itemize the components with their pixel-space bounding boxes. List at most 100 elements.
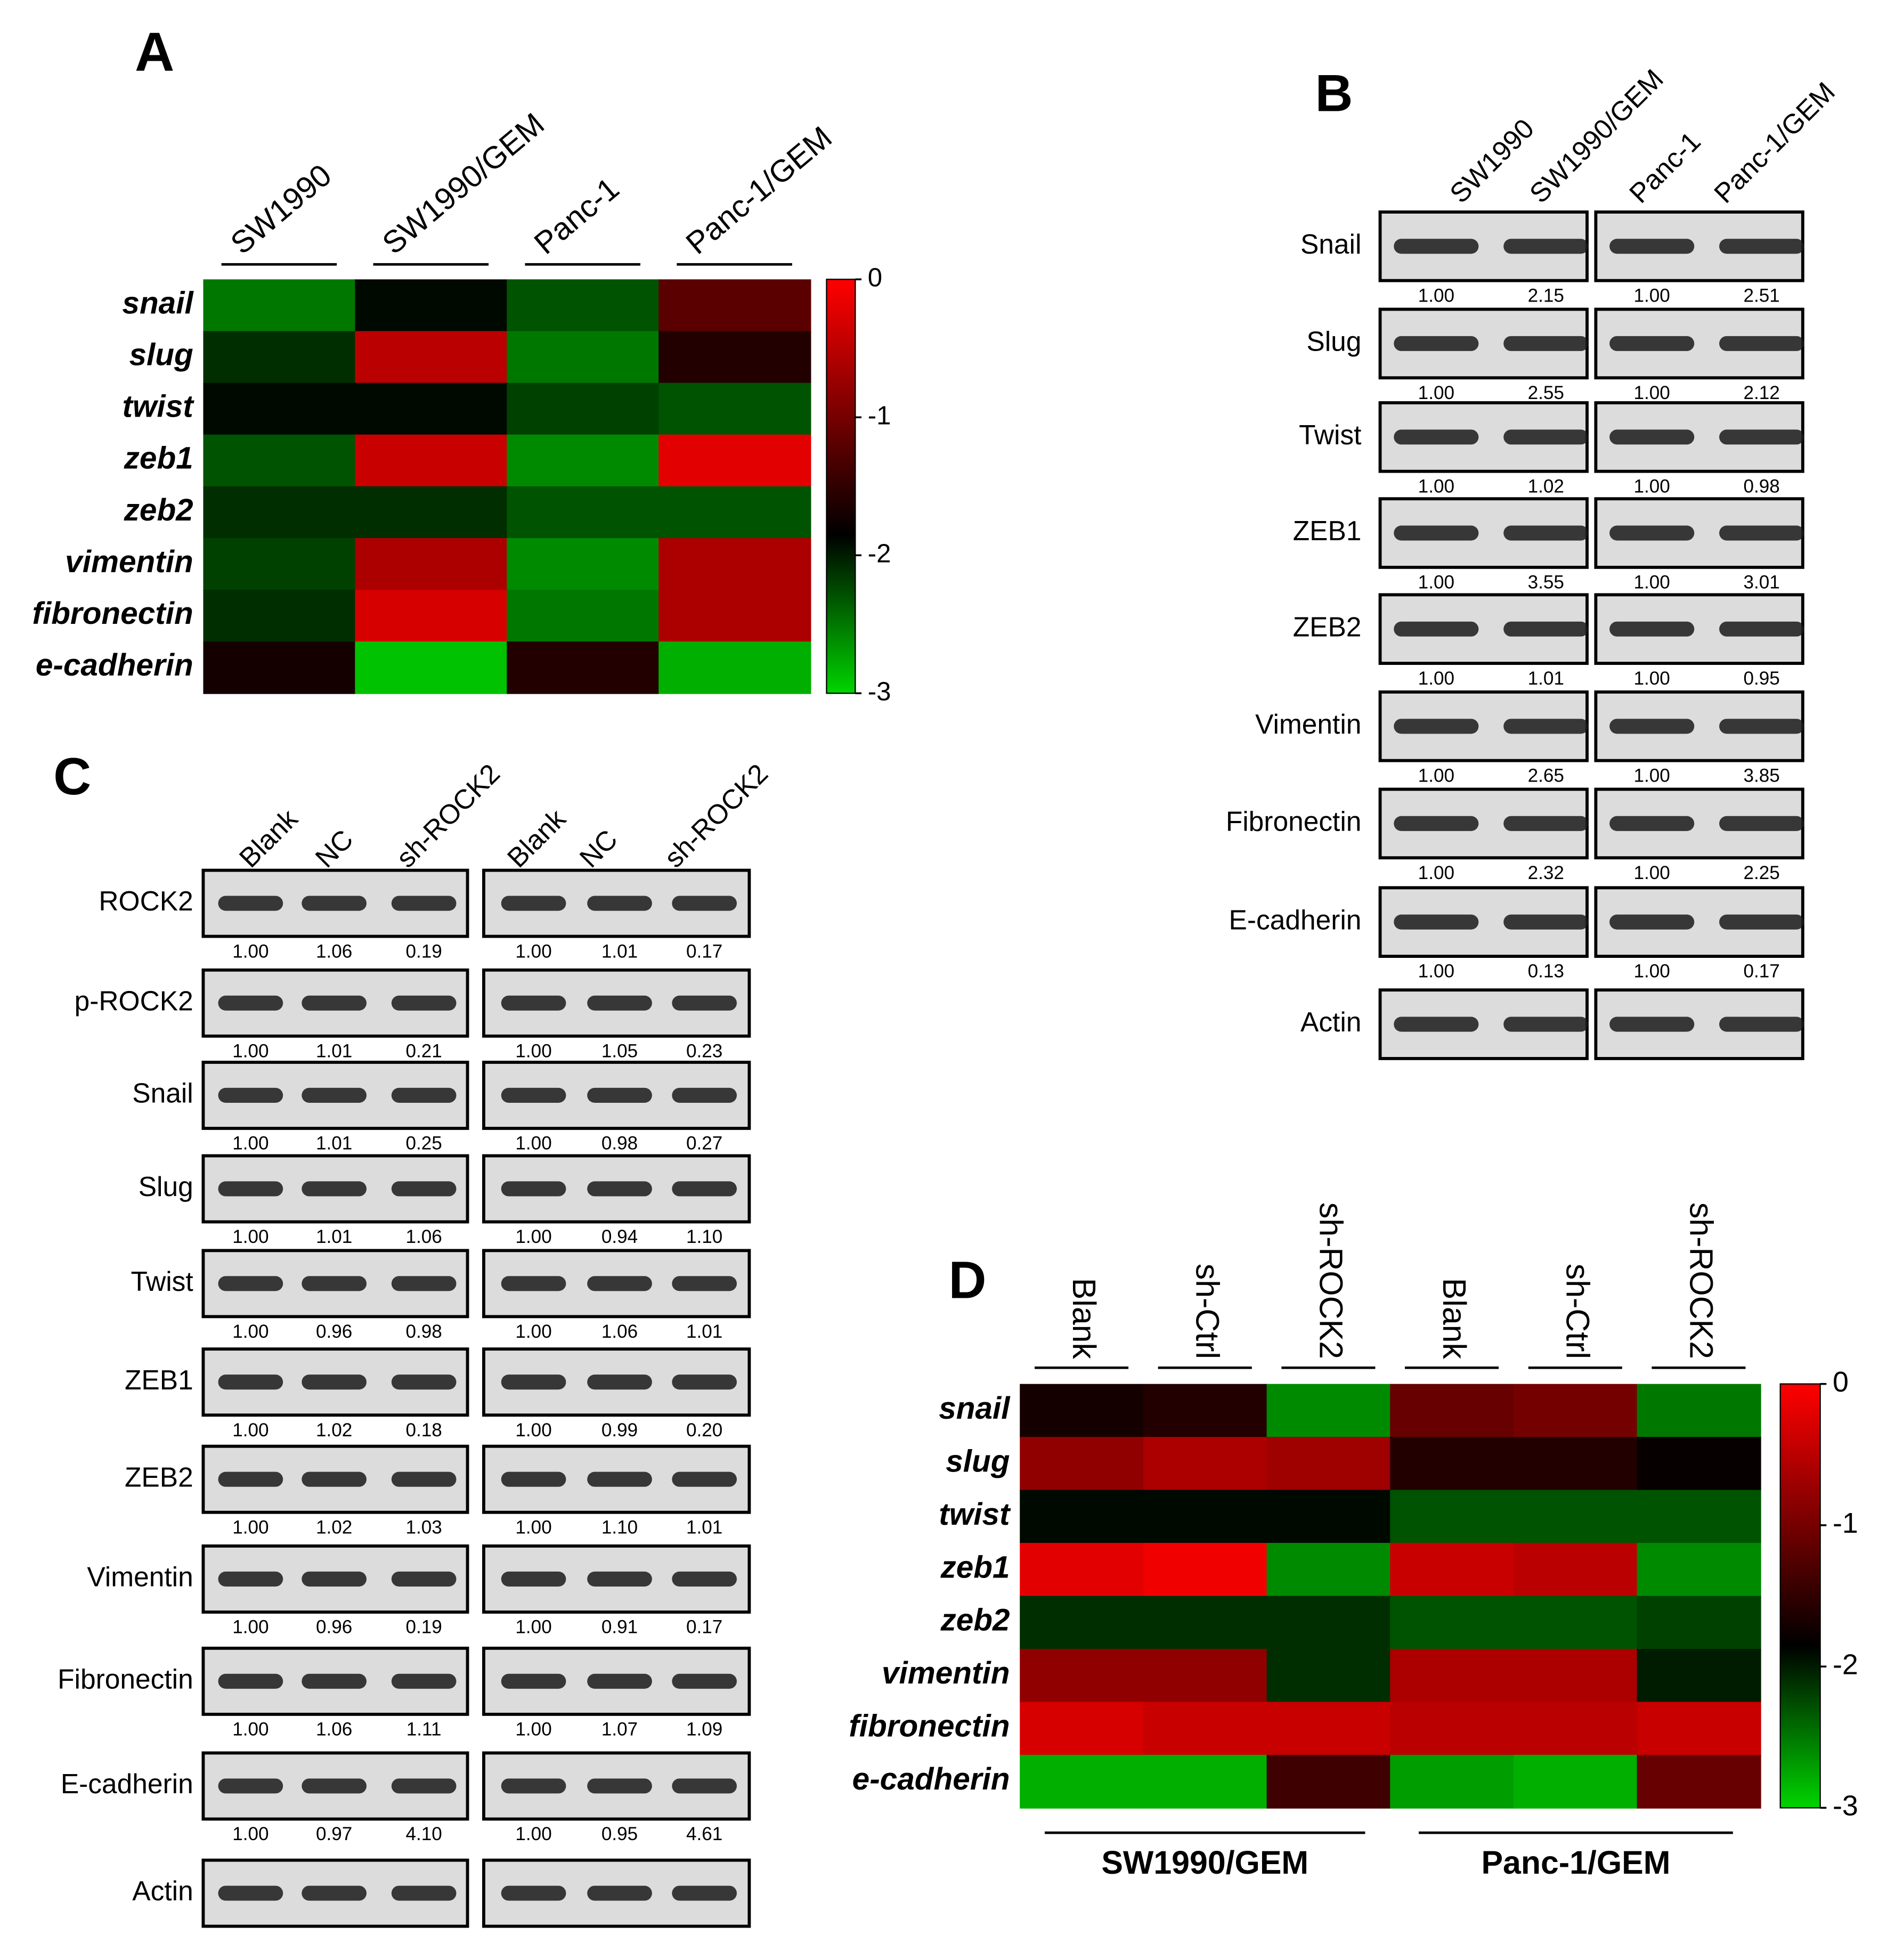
group-label: SW1990/GEM: [1101, 1844, 1308, 1881]
quantification: 1.03: [405, 1517, 442, 1538]
band: [302, 1276, 367, 1291]
band: [218, 1885, 283, 1901]
quantification: 2.12: [1743, 383, 1779, 403]
heatmap-cell: [203, 331, 356, 384]
heatmap-cell: [1390, 1543, 1515, 1597]
quantification: 0.19: [405, 941, 442, 962]
heatmap-cell: [1390, 1702, 1515, 1756]
quantification: 4.61: [686, 1824, 722, 1844]
quantification: 1.00: [232, 1040, 269, 1061]
heatmap-cell: [1637, 1648, 1761, 1703]
heatmap-cell: [1390, 1596, 1515, 1650]
quantification: 1.00: [1634, 383, 1670, 403]
band: [391, 1571, 457, 1587]
quantification: 0.94: [601, 1226, 638, 1247]
band: [391, 1087, 457, 1103]
band: [1609, 429, 1695, 445]
row-label: twist: [122, 389, 194, 424]
quantification: 0.20: [686, 1420, 722, 1441]
heatmap-cell: [1143, 1437, 1267, 1491]
heatmap-cell: [203, 383, 356, 436]
heatmap-cell: [203, 434, 356, 487]
band: [672, 1885, 737, 1901]
row-label: Snail: [132, 1078, 193, 1109]
band: [501, 1571, 566, 1587]
heatmap-cell: [1637, 1384, 1761, 1438]
band: [1719, 429, 1804, 445]
lane-header: Panc-1: [1623, 126, 1706, 209]
heatmap-cell: [1637, 1543, 1761, 1597]
heatmap-cell: [507, 383, 660, 436]
quantification: 1.00: [1418, 383, 1454, 403]
band: [1609, 621, 1695, 637]
quantification: 1.00: [515, 1719, 551, 1740]
quantification: 1.00: [232, 1719, 269, 1740]
row-label: E-cadherin: [1229, 904, 1362, 935]
quantification: 2.65: [1528, 765, 1564, 786]
heatmap-cell: [1266, 1543, 1391, 1597]
heatmap-cell: [355, 538, 508, 591]
band: [218, 1571, 283, 1587]
heatmap-cell: [1020, 1596, 1144, 1650]
heatmap-cell: [507, 331, 660, 384]
heatmap-cell: [1020, 1490, 1144, 1544]
quantification: 1.02: [316, 1420, 352, 1441]
heatmap-cell: [1390, 1648, 1515, 1703]
band: [501, 896, 566, 911]
group-label: Panc-1/GEM: [1481, 1844, 1670, 1881]
band: [1394, 525, 1479, 541]
band: [302, 1673, 367, 1689]
heatmap-cell: [658, 331, 811, 384]
column-header: Blank: [1066, 1278, 1102, 1360]
colorbar-tick-label: -1: [1833, 1507, 1858, 1539]
heatmap-cell: [507, 641, 660, 694]
quantification: 1.07: [601, 1719, 638, 1740]
band: [587, 1673, 652, 1689]
band: [218, 1181, 283, 1197]
heatmap-cell: [203, 486, 356, 539]
band: [501, 1375, 566, 1390]
band: [218, 995, 283, 1011]
heatmap-cell: [1637, 1754, 1761, 1809]
quantification: 0.91: [601, 1617, 638, 1638]
colorbar-tick-label: -3: [868, 677, 891, 706]
heatmap-cell: [1266, 1648, 1391, 1703]
heatmap-cell: [1513, 1543, 1638, 1597]
quantification: 0.17: [686, 1617, 722, 1638]
quantification: 1.06: [601, 1321, 638, 1342]
band: [1719, 239, 1804, 254]
heatmap-cell: [507, 434, 660, 487]
heatmap-cell: [203, 641, 356, 694]
quantification: 0.98: [601, 1133, 638, 1154]
heatmap-cell: [1266, 1384, 1391, 1438]
quantification: 1.00: [1418, 765, 1454, 786]
heatmap-cell: [658, 486, 811, 539]
row-label: e-cadherin: [36, 648, 193, 682]
band: [587, 1276, 652, 1291]
heatmap-cell: [507, 538, 660, 591]
quantification: 1.01: [686, 1517, 722, 1538]
heatmap-cell: [1513, 1702, 1638, 1756]
row-label: snail: [939, 1391, 1011, 1426]
band: [501, 1276, 566, 1291]
quantification: 0.18: [405, 1420, 442, 1441]
column-header: SW1990/GEM: [376, 107, 551, 261]
row-label: zeb1: [940, 1550, 1010, 1584]
quantification: 0.96: [316, 1617, 352, 1638]
heatmap-cell: [1266, 1754, 1391, 1809]
band: [218, 1673, 283, 1689]
row-label: slug: [129, 337, 193, 372]
heatmap-cell: [1266, 1490, 1391, 1544]
band: [1503, 336, 1589, 351]
band: [587, 1471, 652, 1487]
heatmap-cell: [355, 486, 508, 539]
band: [587, 1571, 652, 1587]
colorbar-tick-label: -2: [1833, 1648, 1858, 1680]
quantification: 0.25: [405, 1133, 442, 1154]
heatmap-cell: [1266, 1596, 1391, 1650]
band: [302, 1087, 367, 1103]
band: [391, 896, 457, 911]
colorbar-tick-label: -2: [868, 539, 891, 568]
band: [1394, 1016, 1479, 1032]
